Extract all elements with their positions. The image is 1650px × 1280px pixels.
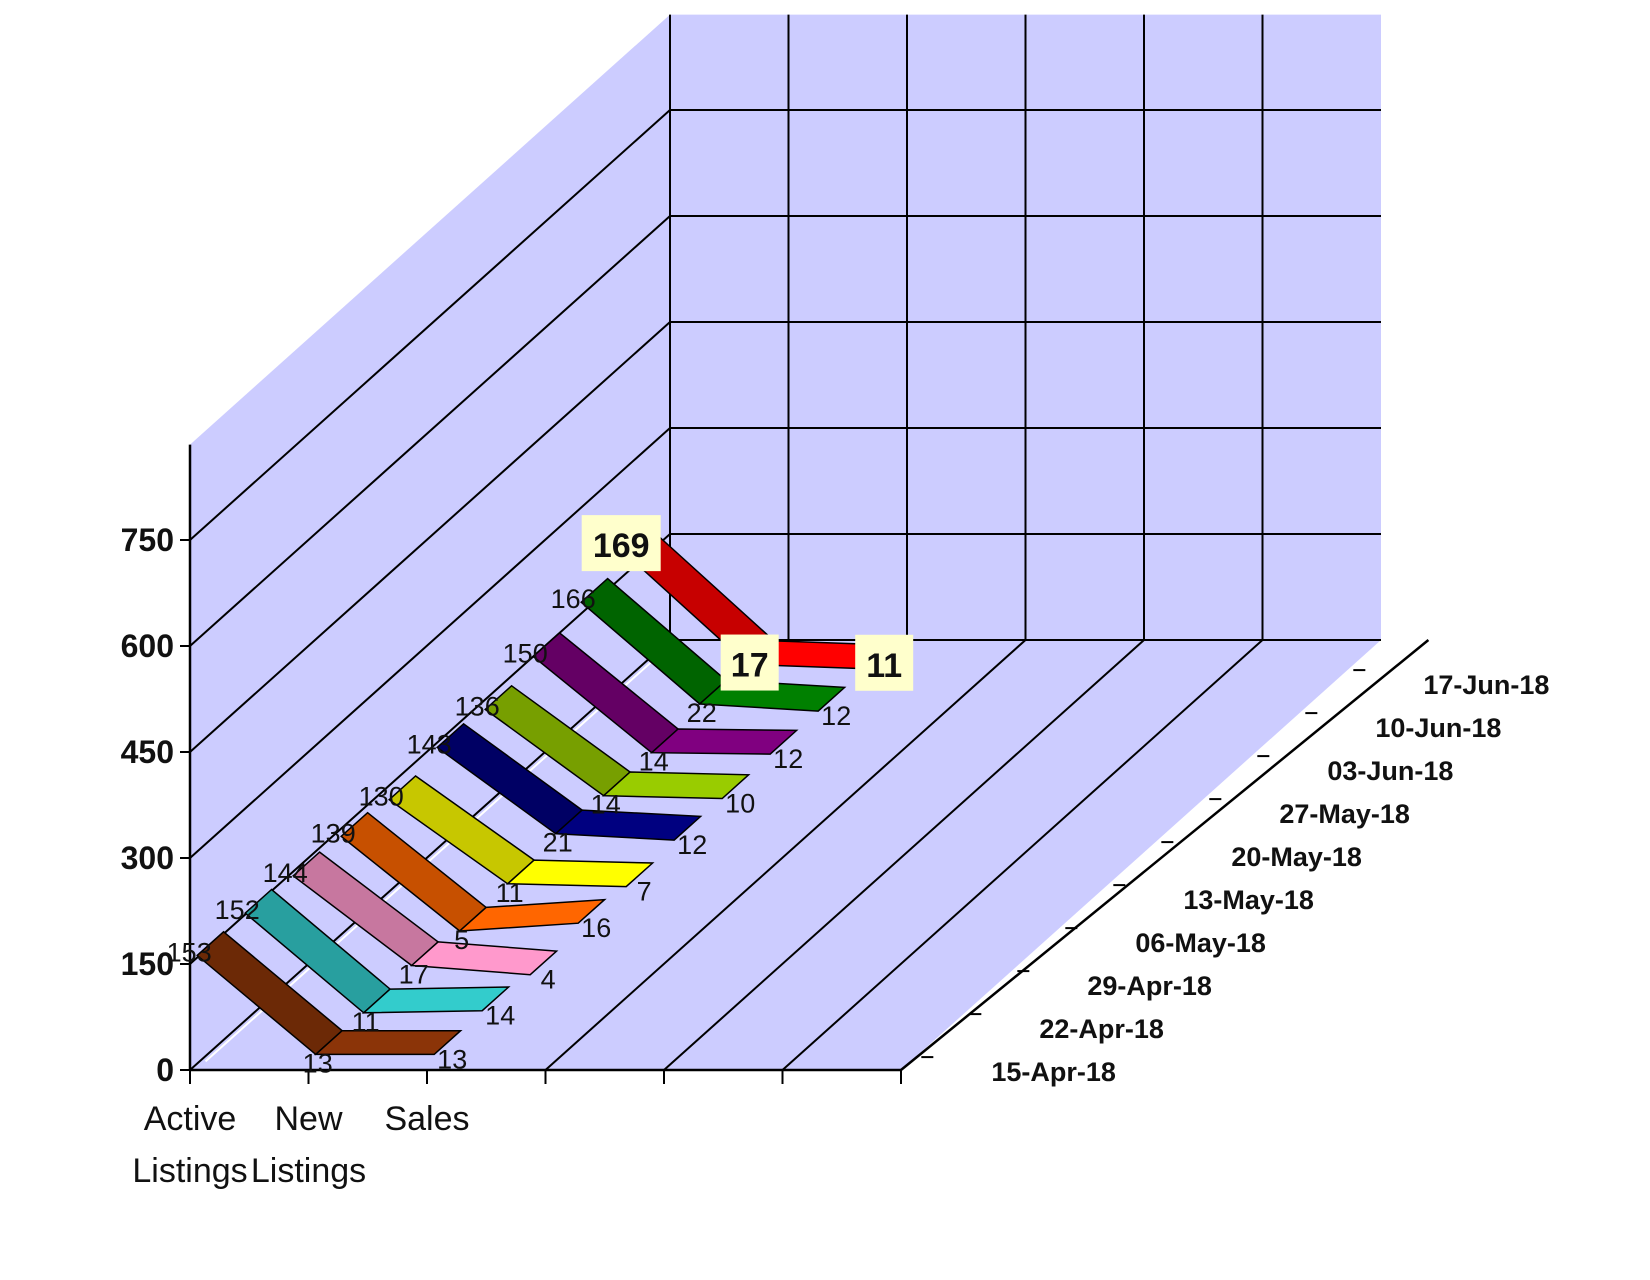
- data-label: 21: [543, 828, 573, 858]
- data-label: 150: [503, 639, 548, 669]
- data-label-box: [720, 634, 779, 691]
- series-ribbon-segment: [409, 941, 559, 976]
- z-series-label: 17-Jun-18: [1423, 670, 1549, 700]
- chart-data-labels: 169 17 11 166 22 12 150 14 12 136 14 10 143 21 12 130 11…: [167, 515, 914, 1078]
- z-series-label: 20-May-18: [1231, 842, 1362, 872]
- data-label-box: [581, 515, 661, 572]
- series-ribbon-segment: [457, 898, 607, 932]
- gridline-floor: [781, 639, 1264, 1071]
- data-label: 13: [437, 1044, 467, 1074]
- data-label: 130: [359, 782, 404, 812]
- chart-gridlines: [189, 14, 1381, 1071]
- data-label: 136: [455, 691, 500, 721]
- data-label: 14: [485, 1001, 515, 1031]
- gridline-floor: [663, 639, 1145, 1071]
- z-series-label: 13-May-18: [1183, 885, 1314, 915]
- data-label: 139: [311, 818, 356, 848]
- series-ribbon-segment: [649, 728, 799, 755]
- data-label: 14: [591, 790, 621, 820]
- data-label: 11: [352, 1007, 380, 1037]
- z-series-label: 22-Apr-18: [1039, 1014, 1164, 1044]
- data-label: 5: [454, 925, 469, 955]
- x-category-label: Active Listings: [132, 1100, 247, 1190]
- y-tick-label: 150: [121, 946, 174, 982]
- z-series-label: 15-Apr-18: [991, 1057, 1116, 1087]
- y-tick-label: 0: [156, 1052, 174, 1088]
- data-label: 22: [687, 698, 717, 728]
- data-label: 4: [541, 965, 556, 995]
- side-wall: [190, 14, 670, 1071]
- gridline-floor: [544, 639, 1027, 1071]
- data-label-box: [855, 634, 914, 691]
- data-label: 17: [731, 647, 769, 685]
- data-label: 11: [866, 647, 902, 685]
- y-tick-label: 300: [121, 840, 174, 876]
- z-axis: [900, 639, 1430, 1071]
- data-label: 12: [773, 744, 803, 774]
- z-series-label: 03-Jun-18: [1327, 756, 1453, 786]
- data-label: 11: [496, 878, 524, 908]
- data-label: 12: [677, 830, 707, 860]
- chart-series: [196, 532, 895, 1056]
- y-tick-label: 450: [121, 734, 174, 770]
- data-label: 166: [551, 584, 596, 614]
- z-series-label: 06-May-18: [1135, 928, 1266, 958]
- data-label: 13: [303, 1048, 333, 1078]
- series-ribbon-segment: [505, 859, 655, 888]
- series-ribbon-segment: [361, 986, 511, 1014]
- data-label: 7: [637, 877, 652, 907]
- z-series-label: 10-Jun-18: [1375, 713, 1501, 743]
- data-label: 12: [821, 701, 851, 731]
- x-category-label: New Listings: [251, 1100, 366, 1190]
- series-ribbon-segment: [553, 809, 703, 841]
- series-ribbon-segment: [601, 771, 751, 800]
- data-label: 143: [407, 729, 452, 759]
- y-tick-label: 750: [121, 522, 174, 558]
- series-ribbon-segment: [313, 1029, 463, 1056]
- x-category-label: Sales: [384, 1100, 469, 1138]
- y-tick-label: 600: [121, 628, 174, 664]
- data-label: 10: [725, 788, 755, 818]
- data-label: 169: [593, 527, 650, 565]
- data-label: 144: [263, 858, 308, 888]
- data-label: 14: [639, 747, 669, 777]
- data-label: 17: [399, 960, 429, 990]
- z-series-label: 29-Apr-18: [1087, 971, 1212, 1001]
- z-series-label: 27-May-18: [1279, 799, 1410, 829]
- data-label: 152: [215, 895, 260, 925]
- data-label: 153: [167, 937, 212, 967]
- data-label: 16: [581, 913, 611, 943]
